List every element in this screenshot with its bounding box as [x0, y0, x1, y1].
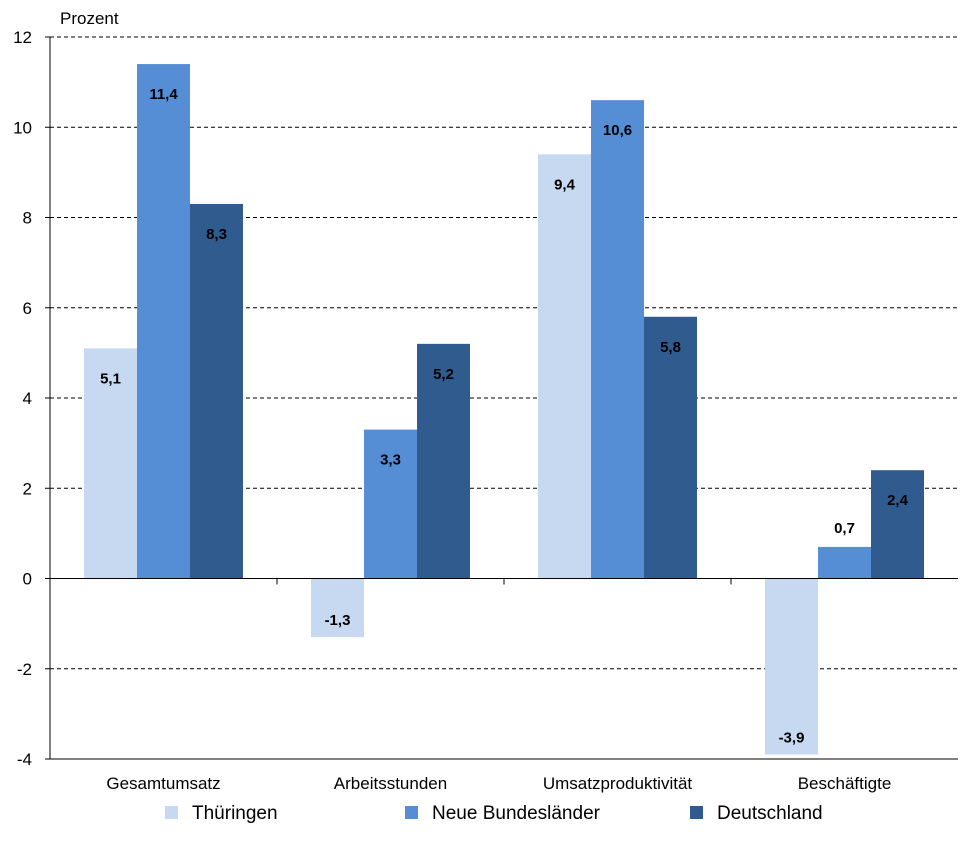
bar-deutschland [871, 470, 924, 579]
data-label: 11,4 [149, 86, 178, 103]
y-axis-title: Prozent [60, 9, 119, 28]
data-label: -1,3 [325, 612, 351, 629]
bar-deutschland [644, 316, 697, 579]
labels: 12 10 8 6 4 2 0 -2 -4 Gesamtumsatz 5,1 11,4 8,3 Arbei… [13, 28, 909, 793]
bar-th-ringen [538, 154, 591, 579]
legend-swatch [405, 806, 418, 819]
bar-deutschland [417, 343, 470, 579]
y-tick-label: -2 [17, 660, 32, 679]
axes [45, 36, 958, 760]
y-tick-label: 12 [13, 28, 32, 47]
data-label: 5,2 [433, 366, 454, 383]
legend-label: Deutschland [717, 803, 823, 824]
bar-neue-bundesl-nder [591, 100, 644, 579]
data-label: 3,3 [380, 452, 401, 469]
legend: Thüringen Neue Bundesländer Deutschland [165, 803, 823, 824]
x-category-label: Gesamtumsatz [106, 774, 220, 793]
y-tick-label: 2 [23, 479, 32, 498]
y-tick-label: -4 [17, 750, 32, 769]
data-label: 0,7 [834, 520, 855, 537]
data-label: 8,3 [206, 226, 227, 243]
x-category-label: Arbeitsstunden [334, 774, 447, 793]
y-tick-label: 8 [23, 209, 32, 228]
bar-th-ringen [765, 578, 818, 755]
data-label: 9,4 [554, 176, 576, 193]
legend-label: Thüringen [192, 803, 278, 824]
data-label: 5,1 [100, 370, 121, 387]
legend-label: Neue Bundesländer [432, 803, 601, 824]
bars [84, 64, 924, 755]
data-label: -3,9 [779, 729, 805, 746]
bar-th-ringen [311, 578, 364, 638]
bar-neue-bundesl-nder [137, 64, 190, 579]
data-label: 2,4 [887, 492, 909, 509]
y-tick-label: 0 [23, 570, 32, 589]
y-tick-label: 4 [23, 389, 32, 408]
legend-swatch [690, 806, 703, 819]
data-label: 10,6 [603, 122, 632, 139]
bar-neue-bundesl-nder [818, 546, 871, 579]
y-tick-label: 6 [23, 299, 32, 318]
bar-th-ringen [84, 348, 137, 579]
y-tick-label: 10 [13, 118, 32, 137]
data-label: 5,8 [660, 339, 681, 356]
x-category-label: Beschäftigte [798, 774, 892, 793]
legend-swatch [165, 806, 178, 819]
bar-neue-bundesl-nder [364, 429, 417, 579]
x-category-label: Umsatzproduktivität [543, 774, 693, 793]
bar-deutschland [190, 203, 243, 579]
